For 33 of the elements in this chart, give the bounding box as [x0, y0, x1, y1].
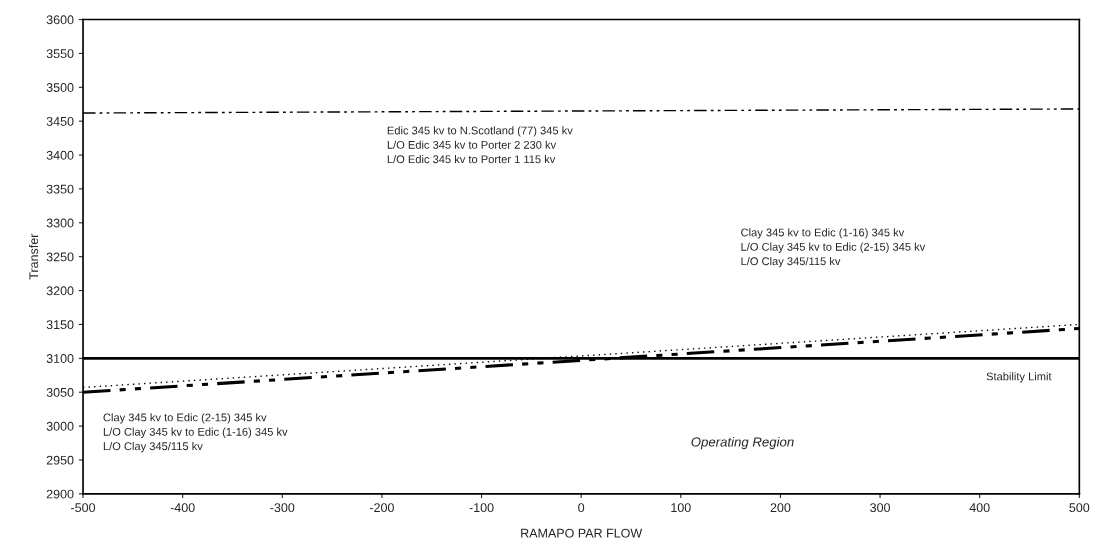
x-tick-label: 0 — [578, 503, 585, 513]
y-tick-label: 3550 — [46, 49, 74, 59]
x-tick-label: -200 — [369, 503, 394, 513]
y-tick-label: 2900 — [46, 489, 74, 499]
y-tick-label: 3600 — [46, 15, 74, 25]
y-tick-label: 3200 — [46, 286, 74, 296]
x-tick-label: -300 — [270, 503, 295, 513]
x-tick-label: -500 — [71, 503, 96, 513]
y-tick-label: 3350 — [46, 184, 74, 194]
y-tick-label: 3400 — [46, 150, 74, 160]
y-tick-label: 3300 — [46, 218, 74, 228]
y-tick-label: 3250 — [46, 252, 74, 262]
x-axis-title: RAMAPO PAR FLOW — [521, 528, 643, 538]
x-tick-label: 300 — [870, 503, 890, 513]
x-tick-label: 200 — [770, 503, 791, 513]
annotation: Operating Region — [691, 436, 794, 450]
y-tick-label: 3450 — [46, 116, 74, 126]
annotation: Clay 345 kv to Edic (1-16) 345 kv L/O Clay 345 kv to Edic (2-15) 345 kv L/O Clay 345/115 kv — [741, 228, 926, 268]
y-axis-title: Transfer — [29, 233, 39, 280]
y-tick-label: 3050 — [46, 388, 74, 397]
y-tick-label: 2950 — [46, 455, 74, 465]
x-tick-label: -100 — [469, 503, 494, 513]
x-tick-label: 500 — [1069, 503, 1090, 513]
ref-line-label: Stability Limit — [986, 372, 1052, 383]
y-tick-label: 3500 — [46, 83, 74, 92]
x-tick-label: 400 — [969, 503, 990, 513]
annotation: Edic 345 kv to N.Scotland (77) 345 kv L/O Edic 345 kv to Porter 2 230 kv L/O Edic 345 kv to Porter 1 115 kv — [387, 126, 573, 164]
x-tick-label: -400 — [170, 503, 195, 513]
x-tick-label: 100 — [671, 503, 691, 513]
y-tick-label: 3150 — [46, 320, 74, 330]
y-tick-label: 3100 — [46, 354, 74, 363]
y-tick-label: 3000 — [46, 421, 74, 431]
annotation: Clay 345 kv to Edic (2-15) 345 kv L/O Clay 345 kv to Edic (1-16) 345 kv L/O Clay 345/115 kv — [103, 413, 288, 453]
